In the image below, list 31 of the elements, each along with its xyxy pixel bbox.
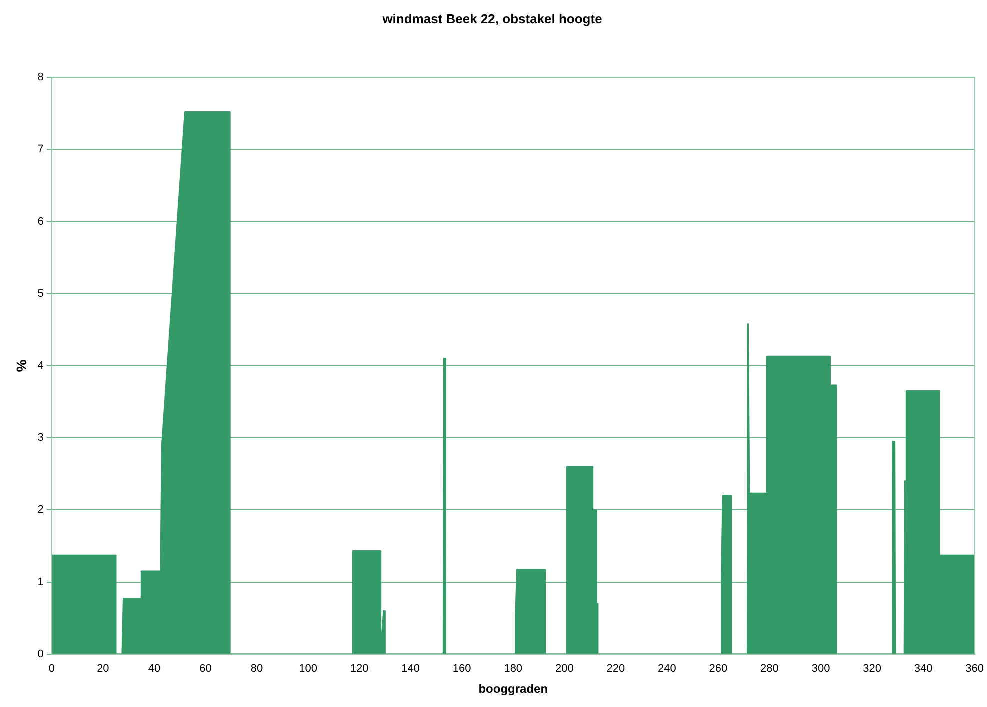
x-tick-label: 340 — [914, 663, 933, 676]
x-tick-label: 360 — [966, 663, 984, 676]
y-tick-label: 3 — [38, 432, 44, 444]
y-tick-label: 8 — [38, 72, 44, 84]
x-tick-label: 160 — [452, 663, 472, 676]
x-tick-label: 280 — [760, 663, 779, 676]
y-tick-label: 4 — [38, 360, 44, 372]
y-tick-label: 0 — [38, 648, 44, 660]
y-tick-label: 5 — [38, 288, 44, 300]
x-tick-label: 0 — [48, 663, 55, 676]
y-tick-label: 1 — [38, 576, 44, 588]
chart-title: windmast Beek 22, obstakel hoogte — [382, 11, 602, 26]
x-tick-label: 100 — [299, 663, 318, 676]
x-axis-title: booggraden — [478, 682, 548, 696]
x-tick-label: 20 — [97, 663, 110, 676]
x-tick-label: 300 — [812, 663, 830, 676]
y-tick-label: 2 — [38, 504, 44, 516]
x-tick-label: 40 — [148, 663, 161, 676]
x-tick-label: 220 — [606, 663, 626, 676]
x-tick-label: 260 — [709, 663, 728, 676]
x-tick-label: 80 — [250, 663, 264, 676]
y-tick-label: 7 — [38, 144, 44, 156]
x-tick-label: 120 — [350, 663, 369, 676]
x-tick-label: 60 — [200, 663, 212, 676]
x-tick-label: 140 — [402, 663, 420, 676]
x-tick-label: 180 — [504, 663, 523, 676]
x-tick-label: 320 — [863, 663, 882, 676]
x-tick-label: 240 — [658, 663, 676, 676]
y-tick-label: 6 — [38, 216, 44, 228]
y-axis-title: % — [13, 359, 30, 372]
x-tick-label: 200 — [555, 663, 574, 676]
